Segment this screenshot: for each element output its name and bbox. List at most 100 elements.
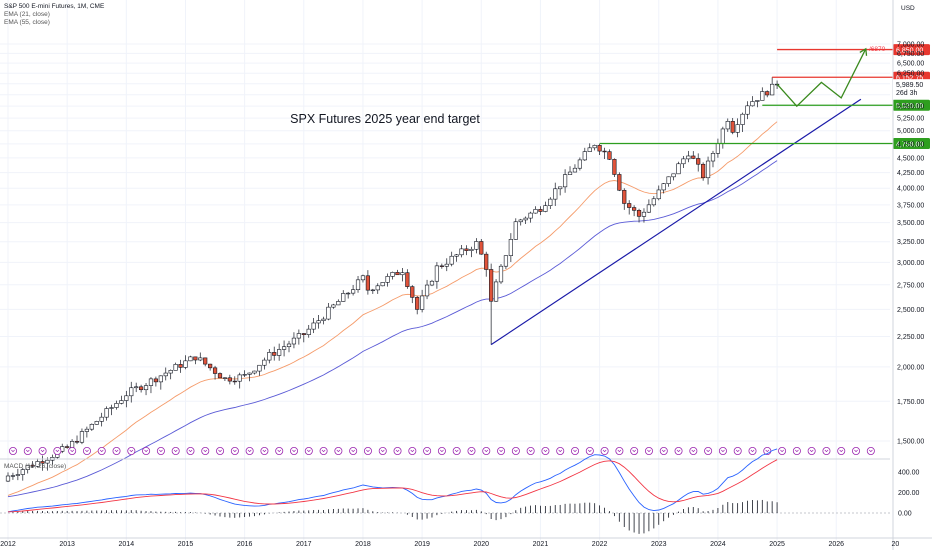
candle-body xyxy=(301,333,306,335)
candle-body xyxy=(548,198,553,206)
candle-body xyxy=(676,163,681,175)
candle-body xyxy=(474,241,479,250)
candle-body xyxy=(740,113,745,125)
candle-body xyxy=(281,346,287,350)
dividend-marker-icon xyxy=(704,446,713,455)
dividend-marker-icon xyxy=(689,446,698,455)
candle-body xyxy=(434,265,440,282)
price-tick-label: 3,750.00 xyxy=(897,202,924,209)
candle-body xyxy=(543,205,548,212)
candle-body xyxy=(429,280,435,286)
candle-body xyxy=(350,289,356,294)
dividend-marker-icon xyxy=(585,446,594,455)
year-label: 2023 xyxy=(651,541,667,548)
macd-legend: MACD (12, 26, close) xyxy=(4,463,67,470)
price-tick-label: 5,500.00 xyxy=(897,104,924,111)
dividend-marker-icon xyxy=(615,446,624,455)
price-tick-label: 7,000.00 xyxy=(897,42,924,49)
candle-body xyxy=(183,360,188,368)
dividend-marker-icon xyxy=(201,446,210,455)
ema21-line xyxy=(7,121,778,496)
dividend-marker-icon xyxy=(290,446,299,455)
candle-body xyxy=(198,357,203,361)
candle-body xyxy=(513,221,518,240)
candle-body xyxy=(79,431,85,443)
candle-body xyxy=(311,322,316,330)
candle-body xyxy=(577,159,582,169)
candle-body xyxy=(65,446,70,448)
candle-body xyxy=(139,386,144,391)
candle-body xyxy=(109,407,114,409)
candle-body xyxy=(420,295,425,310)
year-label: 2025 xyxy=(769,541,785,548)
dividend-marker-icon xyxy=(423,446,432,455)
candle-body xyxy=(705,160,711,179)
year-label: 2014 xyxy=(119,541,135,548)
dividend-marker-icon xyxy=(659,446,668,455)
price-tick-label: 5,250.00 xyxy=(897,116,924,123)
candle-body xyxy=(410,286,415,298)
candle-body xyxy=(454,254,459,257)
candle-body xyxy=(316,320,321,324)
year-label: 2013 xyxy=(59,541,75,548)
candle-body xyxy=(30,465,35,467)
year-label: 2020 xyxy=(473,541,489,548)
dividend-marker-icon xyxy=(8,446,17,455)
year-label: 2019 xyxy=(414,541,430,548)
dividend-marker-icon xyxy=(68,446,77,455)
candle-body xyxy=(597,145,602,152)
dividend-marker-icon xyxy=(216,446,225,455)
candle-body xyxy=(257,364,262,372)
dividend-marker-icon xyxy=(319,446,328,455)
candle-body xyxy=(582,151,587,161)
candle-body xyxy=(84,428,89,432)
candle-body xyxy=(424,284,430,297)
candle-body xyxy=(222,377,228,379)
candle-body xyxy=(306,328,311,335)
candle-body xyxy=(755,100,760,102)
dividend-marker-icon xyxy=(541,446,550,455)
price-tick-label: 3,000.00 xyxy=(897,260,924,267)
candle-body xyxy=(661,183,666,191)
candle-body xyxy=(370,289,375,292)
candle-body xyxy=(286,343,292,348)
dividend-marker-icon xyxy=(275,446,284,455)
candle-body xyxy=(134,386,139,389)
candle-body xyxy=(636,210,642,217)
candle-body xyxy=(528,212,533,219)
candle-body xyxy=(5,475,11,482)
candle-body xyxy=(479,241,484,255)
candle-body xyxy=(715,143,721,154)
candle-body xyxy=(163,372,168,377)
candle-body xyxy=(627,203,632,208)
year-label: 20 xyxy=(892,541,900,548)
candle-body xyxy=(572,167,578,173)
price-tick-label: 3,250.00 xyxy=(897,239,924,246)
candle-body xyxy=(104,408,109,418)
year-label: 2018 xyxy=(355,541,371,548)
candle-body xyxy=(558,186,563,190)
candle-body xyxy=(592,145,597,149)
dividend-marker-icon xyxy=(53,446,62,455)
price-tick-label: 2,500.00 xyxy=(897,307,924,314)
candle-body xyxy=(178,364,183,368)
candle-body xyxy=(360,275,366,281)
current-price-bg xyxy=(893,79,930,100)
candle-body xyxy=(607,151,612,160)
candle-body xyxy=(346,292,351,295)
price-tick-label: 2,000.00 xyxy=(897,364,924,371)
target-text: /6870 xyxy=(869,46,886,53)
dividend-marker-icon xyxy=(38,446,47,455)
candle-body xyxy=(632,207,637,211)
dividend-marker-icon xyxy=(822,446,831,455)
horizontal-levels: 6,850.00 6,152.75 5,520.00 4,758.00 xyxy=(599,44,930,150)
year-label: 2024 xyxy=(710,541,726,548)
candle-body xyxy=(745,105,750,115)
dividend-marker-icon xyxy=(866,446,875,455)
candle-body xyxy=(498,265,504,283)
price-tick-label: 4,250.00 xyxy=(897,170,924,177)
candle-body xyxy=(730,121,735,133)
candle-body xyxy=(227,377,232,382)
candle-body xyxy=(203,357,208,365)
